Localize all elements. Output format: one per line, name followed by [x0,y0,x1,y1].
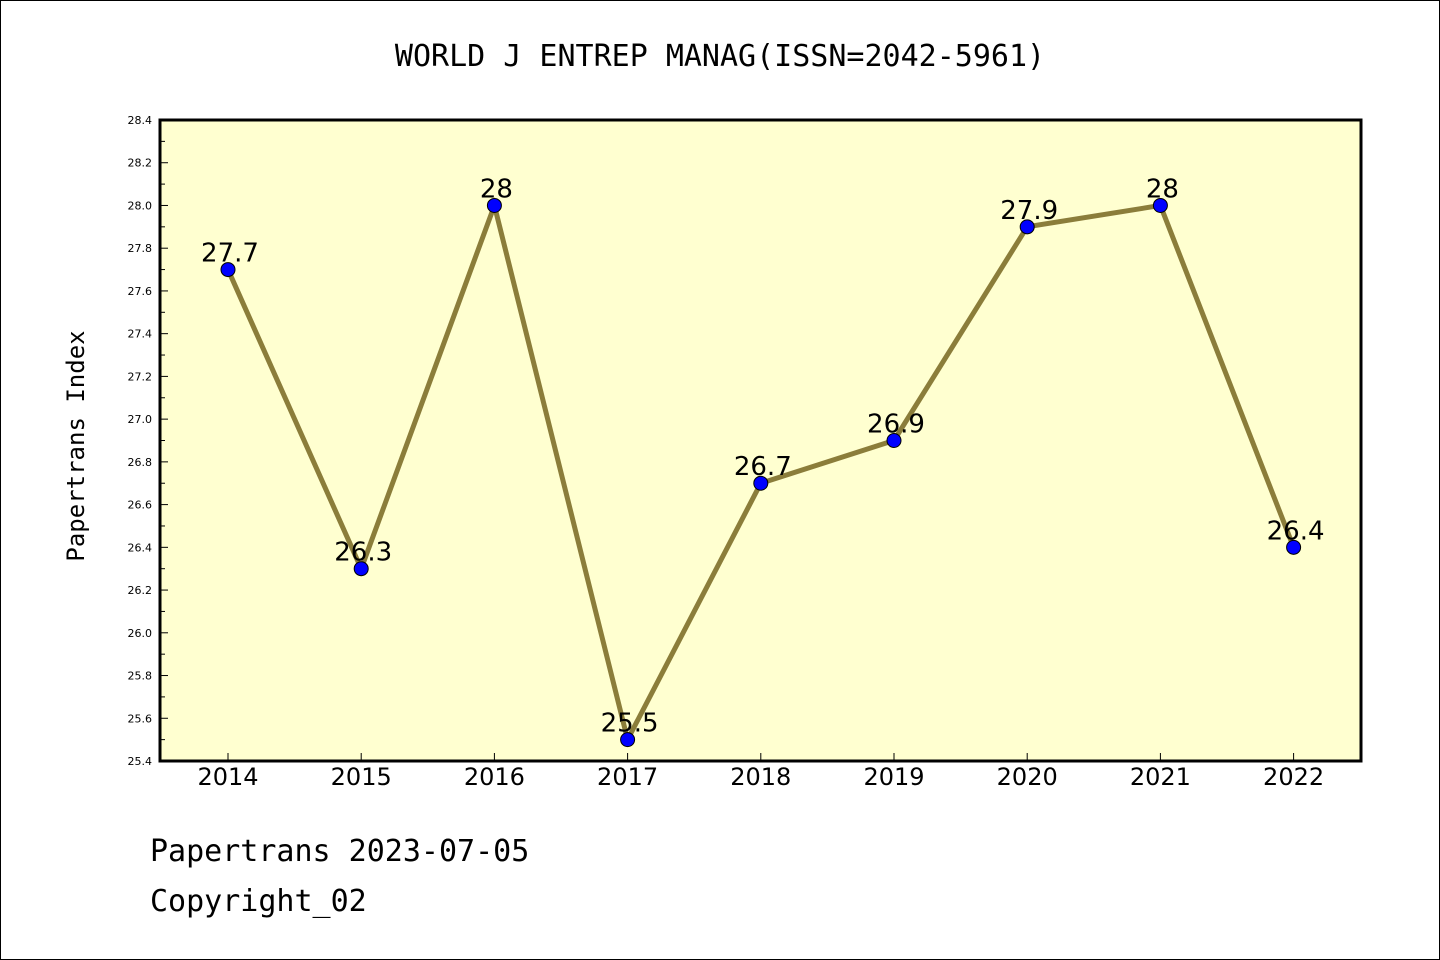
x-tick-label: 2017 [597,763,658,791]
series-line: 27.7 26.3 28 25.5 26.7 26.9 27.9 28 26.4 [201,174,1325,748]
data-label: 26.3 [334,538,392,568]
y-tick-label: 26.6 [128,499,153,512]
y-tick-label: 26.0 [128,627,153,640]
y-axis-ticks: 25.4 25.6 25.8 26.0 26.2 26.4 26.6 26.8 27.0 27.2… [128,114,168,768]
y-tick-label: 28.2 [128,157,153,170]
data-label: 25.5 [601,709,659,739]
data-point [1286,539,1302,555]
data-point [486,197,502,213]
y-tick-label: 25.8 [128,670,153,683]
y-tick-label: 26.8 [128,456,153,469]
footer-date: Papertrans 2023-07-05 [150,834,530,869]
x-tick-label: 2021 [1130,763,1191,791]
data-label: 26.4 [1267,516,1325,546]
y-tick-label: 25.6 [128,712,153,725]
x-axis-ticks: 2014 2015 2016 2017 2018 2019 2020 2021 2022 [197,753,1324,791]
data-label: 26.7 [734,452,792,482]
y-tick-label: 27.8 [128,242,153,255]
y-tick-label: 28.0 [128,199,153,212]
x-tick-label: 2014 [197,763,258,791]
y-tick-label: 27.0 [128,413,153,426]
y-tick-label: 27.2 [128,370,153,383]
y-tick-label: 28.4 [128,114,153,127]
y-tick-label: 26.4 [128,541,153,554]
data-label: 26.9 [867,410,925,440]
x-tick-label: 2019 [863,763,924,791]
x-tick-label: 2022 [1263,763,1324,791]
data-point [353,561,369,577]
data-point [220,262,236,278]
x-tick-label: 2015 [331,763,392,791]
data-label: 28 [1146,174,1179,204]
chart-title: WORLD J ENTREP MANAG(ISSN=2042-5961) [395,39,1045,74]
x-tick-label: 2020 [997,763,1058,791]
data-point [753,475,769,491]
data-point [886,433,902,448]
data-point [620,732,636,748]
footer-copyright: Copyright_02 [150,884,367,919]
y-axis-label: Papertrans Index [62,330,90,561]
data-point [1152,197,1168,213]
x-tick-label: 2018 [730,763,791,791]
plot-area [158,118,1363,763]
data-point [1019,219,1035,235]
y-tick-label: 25.4 [128,755,153,768]
y-tick-label: 27.4 [128,328,153,341]
x-tick-label: 2016 [464,763,525,791]
data-label: 27.7 [201,239,259,269]
y-tick-label: 26.2 [128,584,153,597]
data-label: 28 [480,174,513,204]
data-label: 27.9 [1000,196,1058,226]
y-tick-label: 27.6 [128,285,153,298]
